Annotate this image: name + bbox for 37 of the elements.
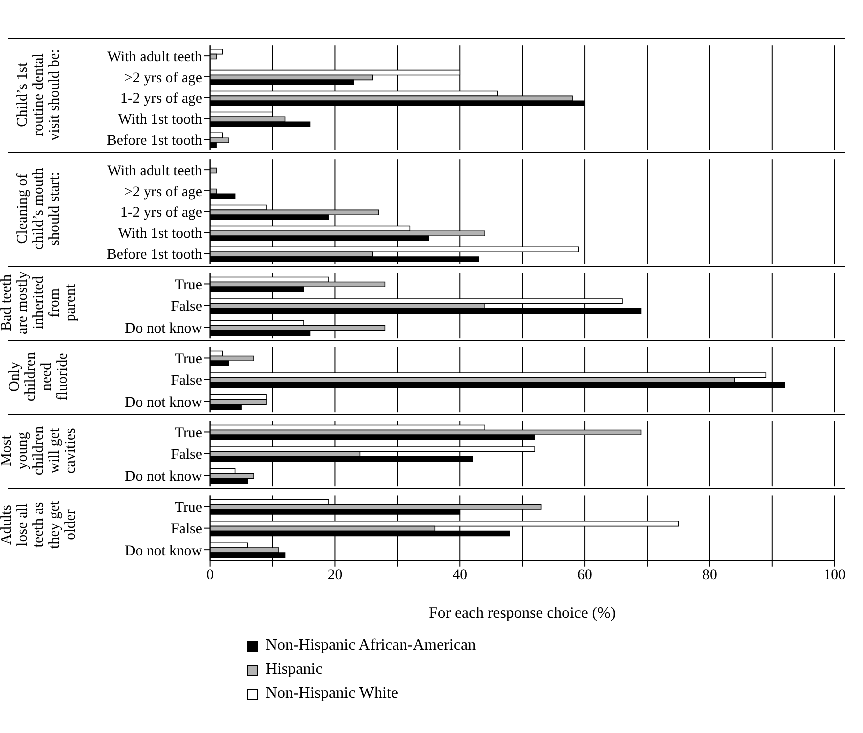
- y-tick-label: With 1st tooth: [118, 226, 204, 242]
- text: Most young children will get cavities: [0, 425, 79, 478]
- y-tick-label: With adult teeth: [108, 49, 204, 66]
- x-tick-label: 80: [702, 567, 718, 584]
- text: Cleaning of child’s mouth should start:: [15, 166, 63, 252]
- x-axis-title: For each response choice (%): [429, 605, 616, 622]
- y-tick-label: With 1st tooth: [118, 112, 204, 128]
- text: Adults lose all teeth as they get older: [0, 500, 79, 551]
- y-tick-label: Do not know: [125, 468, 203, 485]
- y-tick-label: True: [175, 277, 204, 294]
- y-tick-label: Before 1st tooth: [107, 133, 204, 150]
- y-tick-label: True: [175, 351, 204, 368]
- x-tick-label: 60: [578, 567, 593, 584]
- y-tick-label: Do not know: [125, 320, 203, 337]
- y-tick-label: Before 1st tooth: [107, 247, 204, 264]
- y-tick-label: True: [175, 500, 204, 516]
- x-tick-label: 40: [452, 567, 468, 584]
- y-tick-label: 1-2 yrs of age: [120, 205, 204, 222]
- text: Child’s 1st routine dental visit should be:: [15, 48, 63, 143]
- y-tick-label: 1-2 yrs of age: [120, 91, 204, 108]
- text: Bad teeth are mostly inherited from parent: [0, 270, 79, 336]
- y-tick-label: True: [175, 425, 204, 442]
- y-tick-label: False: [171, 447, 204, 464]
- y-tick-label: False: [171, 522, 204, 538]
- y-tick-label: >2 yrs of age: [124, 70, 204, 86]
- x-tick-label: 0: [206, 567, 214, 584]
- y-tick-label: Do not know: [125, 543, 203, 560]
- legend-label: Non-Hispanic White: [266, 685, 398, 703]
- y-tick-label: False: [171, 299, 204, 316]
- legend-label: Hispanic: [266, 661, 323, 679]
- x-tick-label: 20: [328, 567, 343, 584]
- text: Only children need fluoride: [7, 351, 71, 404]
- y-tick-label: Do not know: [125, 394, 203, 411]
- y-tick-label: With adult teeth: [108, 163, 204, 180]
- y-tick-label: False: [171, 373, 204, 390]
- legend-label: Non-Hispanic African-American: [266, 637, 476, 655]
- y-tick-label: >2 yrs of age: [124, 184, 204, 200]
